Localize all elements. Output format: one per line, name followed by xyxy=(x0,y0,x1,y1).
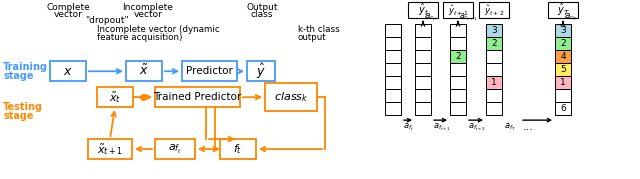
Text: $\hat{y}_{t+2}$: $\hat{y}_{t+2}$ xyxy=(484,3,504,18)
Text: k-th class: k-th class xyxy=(298,25,340,34)
Bar xyxy=(486,89,502,102)
Bar xyxy=(555,63,571,76)
Text: Training: Training xyxy=(3,62,48,72)
Bar xyxy=(265,83,317,111)
Bar xyxy=(443,2,473,18)
Text: vector: vector xyxy=(134,10,163,19)
Text: stage: stage xyxy=(3,71,33,81)
Text: output: output xyxy=(298,33,326,42)
Text: $a_{f_T}$: $a_{f_T}$ xyxy=(504,121,516,133)
Text: Incomplete vector (dynamic: Incomplete vector (dynamic xyxy=(97,25,220,34)
Bar xyxy=(415,37,431,50)
Bar xyxy=(555,89,571,102)
Text: 1: 1 xyxy=(491,78,497,87)
Bar xyxy=(486,50,502,63)
Bar xyxy=(126,61,162,81)
Bar xyxy=(486,63,502,76)
Text: 3: 3 xyxy=(560,26,566,35)
Bar xyxy=(385,89,401,102)
Bar xyxy=(555,37,571,50)
Text: class: class xyxy=(251,10,273,19)
Text: Trained Predictor: Trained Predictor xyxy=(154,92,242,102)
Text: $\tilde{x}_t$: $\tilde{x}_t$ xyxy=(109,90,121,105)
Text: Incomplete: Incomplete xyxy=(123,3,173,12)
Bar xyxy=(450,89,466,102)
Text: 6: 6 xyxy=(560,104,566,113)
Bar xyxy=(486,24,502,37)
Text: $\hat{y}_T$: $\hat{y}_T$ xyxy=(557,2,570,18)
Bar xyxy=(385,37,401,50)
Bar xyxy=(408,2,438,18)
Bar xyxy=(450,76,466,89)
Bar xyxy=(182,61,237,81)
Bar xyxy=(88,139,132,159)
Bar xyxy=(385,102,401,115)
Text: 2: 2 xyxy=(560,39,566,48)
Text: 1: 1 xyxy=(560,78,566,87)
Bar xyxy=(415,63,431,76)
Bar xyxy=(385,50,401,63)
Bar xyxy=(415,76,431,89)
Text: $\tilde{x}$: $\tilde{x}$ xyxy=(139,64,149,78)
Text: $a_{c_{t+1}}$: $a_{c_{t+1}}$ xyxy=(459,12,477,23)
Text: "dropout": "dropout" xyxy=(85,16,129,25)
Text: 2: 2 xyxy=(491,39,497,48)
Text: $\tilde{x}_{t+1}$: $\tilde{x}_{t+1}$ xyxy=(97,142,123,156)
Bar xyxy=(247,61,275,81)
Bar xyxy=(479,2,509,18)
Bar xyxy=(155,139,195,159)
Text: Complete: Complete xyxy=(46,3,90,12)
Text: Output: Output xyxy=(246,3,278,12)
Text: stage: stage xyxy=(3,111,33,121)
Text: Predictor: Predictor xyxy=(186,66,233,76)
Text: $a_{f_{t+2}}$: $a_{f_{t+2}}$ xyxy=(468,121,486,133)
Bar xyxy=(415,89,431,102)
Text: $class_k$: $class_k$ xyxy=(274,90,308,104)
Text: $a_{f_t}$: $a_{f_t}$ xyxy=(403,121,414,133)
Text: 5: 5 xyxy=(560,65,566,74)
Text: $a_{c_t}$: $a_{c_t}$ xyxy=(424,12,437,23)
Bar xyxy=(415,24,431,37)
Text: $\hat{y}_t$: $\hat{y}_t$ xyxy=(417,2,429,18)
Text: 2: 2 xyxy=(455,52,461,61)
Text: $a_{f_t}$: $a_{f_t}$ xyxy=(168,142,182,156)
Text: $x$: $x$ xyxy=(63,65,73,78)
Text: $f_t$: $f_t$ xyxy=(234,142,243,156)
Text: $\hat{y}$: $\hat{y}$ xyxy=(256,62,266,81)
Bar xyxy=(385,76,401,89)
Bar xyxy=(486,37,502,50)
Text: feature acquisition): feature acquisition) xyxy=(97,33,182,42)
Text: 4: 4 xyxy=(560,52,566,61)
Text: 3: 3 xyxy=(491,26,497,35)
Bar xyxy=(548,2,578,18)
Bar xyxy=(415,50,431,63)
Bar xyxy=(450,37,466,50)
Bar xyxy=(450,102,466,115)
Bar xyxy=(385,24,401,37)
Text: $a_{c_T}$: $a_{c_T}$ xyxy=(564,12,578,23)
Bar xyxy=(97,87,133,107)
Bar xyxy=(450,63,466,76)
Bar xyxy=(415,102,431,115)
Bar xyxy=(555,102,571,115)
Bar xyxy=(450,24,466,37)
Text: $a_{f_{t+1}}$: $a_{f_{t+1}}$ xyxy=(433,121,451,133)
Text: vector: vector xyxy=(54,10,83,19)
Bar xyxy=(555,76,571,89)
Text: Testing: Testing xyxy=(3,102,43,112)
Bar xyxy=(385,63,401,76)
Text: $\hat{y}_{t+1}$: $\hat{y}_{t+1}$ xyxy=(448,3,468,18)
Bar xyxy=(486,102,502,115)
Bar xyxy=(155,87,240,107)
Bar xyxy=(450,50,466,63)
Bar xyxy=(555,50,571,63)
Bar xyxy=(555,24,571,37)
Bar xyxy=(486,76,502,89)
Bar xyxy=(220,139,256,159)
Text: ...: ... xyxy=(523,122,534,132)
Bar xyxy=(50,61,86,81)
